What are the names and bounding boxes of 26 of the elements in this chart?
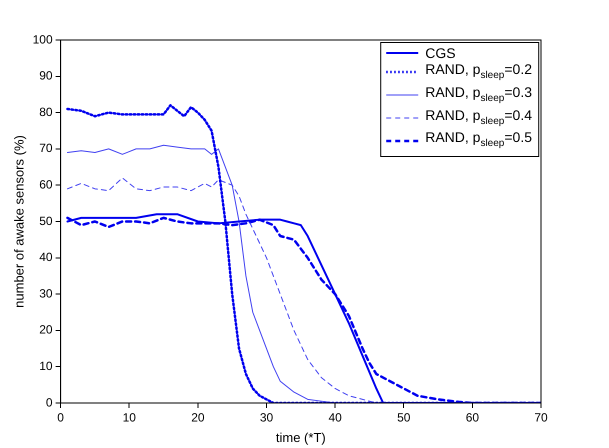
y-tick-label: 10 <box>39 359 53 374</box>
x-tick-label: 50 <box>397 410 411 425</box>
y-tick-label: 80 <box>39 104 53 119</box>
x-tick-label: 40 <box>328 410 342 425</box>
legend-label: RAND, p$_{sleep}$=0.2 <box>425 61 532 83</box>
legend-label: CGS <box>425 45 456 61</box>
x-tick-label: 10 <box>122 410 136 425</box>
x-tick-label: 30 <box>260 410 274 425</box>
y-axis-title: number of awake sensors (%) <box>11 135 26 308</box>
x-axis-title: time (*T) <box>276 430 326 445</box>
legend-label: RAND, p$_{sleep}$=0.4 <box>425 106 532 128</box>
legend-label: RAND, p$_{sleep}$=0.3 <box>425 84 532 106</box>
y-tick-label: 100 <box>32 32 53 46</box>
y-tick-label: 0 <box>46 395 53 410</box>
y-tick-label: 60 <box>39 178 53 192</box>
x-tick-label: 20 <box>191 410 205 425</box>
y-tick-label: 20 <box>39 322 53 337</box>
x-tick-label: 70 <box>534 410 548 425</box>
y-tick-label: 70 <box>39 141 53 156</box>
y-tick-label: 40 <box>39 250 53 264</box>
y-tick-label: 30 <box>39 286 53 300</box>
x-tick-label: 0 <box>57 410 64 425</box>
y-tick-label: 50 <box>39 214 53 228</box>
legend-label: RAND, p$_{sleep}$=0.5 <box>425 129 532 152</box>
y-tick-label: 90 <box>39 68 53 83</box>
x-tick-label: 60 <box>466 410 480 425</box>
